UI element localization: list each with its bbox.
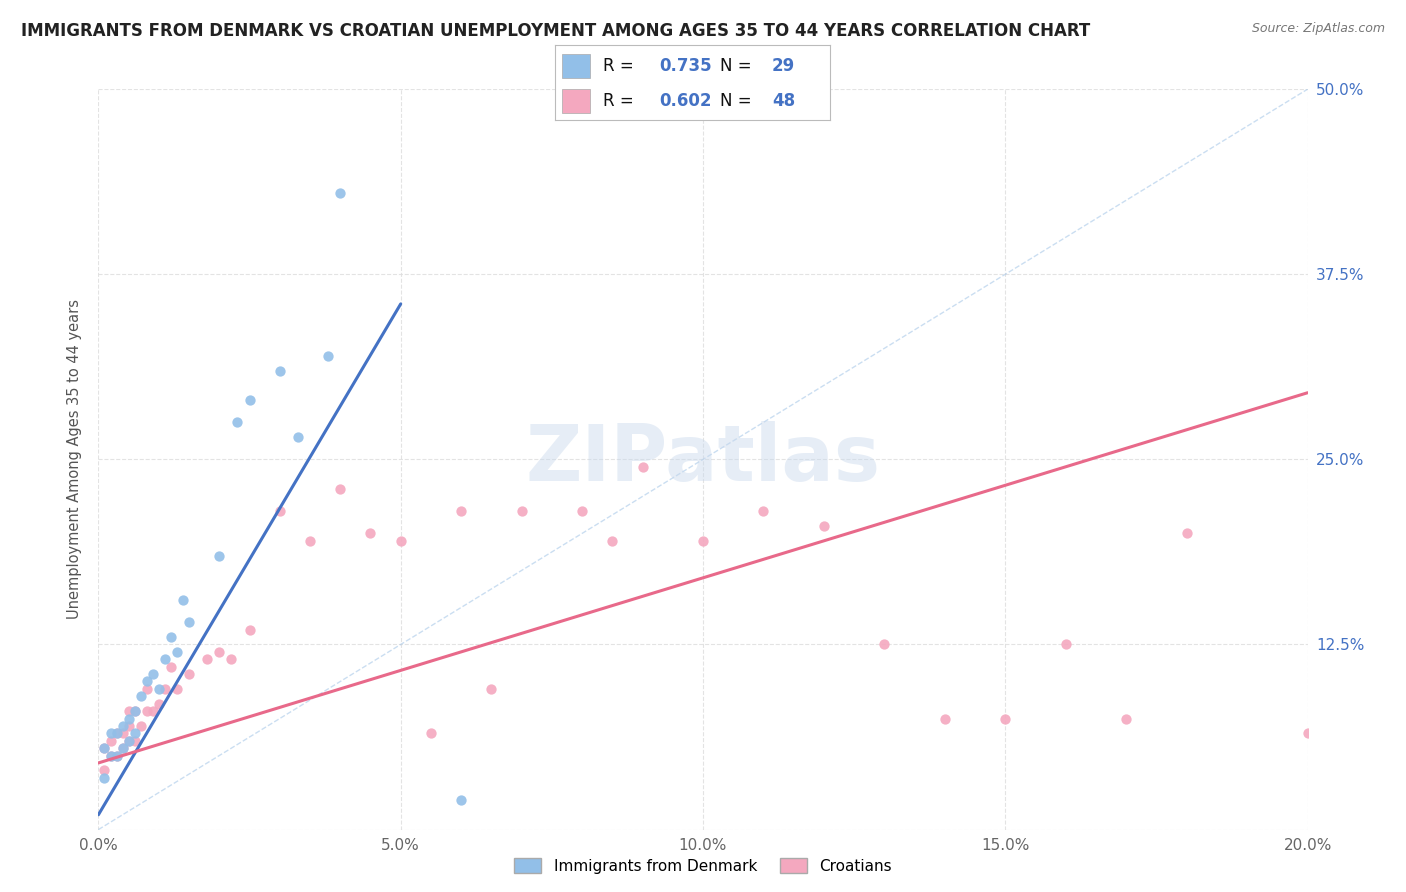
Point (124, 704, 146, 718)
Point (118, 712, 141, 726)
Point (360, 526, 382, 541)
Point (873, 637, 896, 651)
Point (153, 681, 176, 696)
Point (166, 645, 188, 659)
Point (148, 681, 170, 696)
Point (1175, 526, 1198, 541)
Text: N =: N = (720, 57, 756, 75)
Point (160, 630, 183, 644)
Point (934, 712, 956, 726)
Point (510, 504, 533, 518)
Point (481, 681, 503, 696)
Point (389, 533, 412, 548)
Point (100, 733, 122, 747)
Point (111, 741, 134, 756)
Point (1054, 637, 1077, 651)
Point (135, 674, 157, 689)
Point (179, 667, 201, 681)
Point (142, 704, 165, 718)
Point (571, 504, 593, 518)
Point (100, 748, 122, 763)
Point (93, 771, 115, 785)
Point (450, 793, 472, 807)
Point (329, 186, 352, 200)
Point (100, 726, 122, 740)
Text: 0.602: 0.602 (659, 92, 711, 110)
Point (105, 748, 128, 763)
Point (93, 741, 115, 756)
Point (994, 712, 1017, 726)
Point (111, 719, 134, 733)
Point (148, 697, 170, 711)
Bar (562, 54, 589, 78)
Point (142, 667, 165, 681)
Point (153, 652, 176, 666)
Point (160, 659, 183, 673)
Point (124, 726, 146, 740)
Point (100, 748, 122, 763)
Point (111, 726, 134, 740)
Point (631, 459, 654, 474)
Point (269, 504, 291, 518)
Text: IMMIGRANTS FROM DENMARK VS CROATIAN UNEMPLOYMENT AMONG AGES 35 TO 44 YEARS CORRE: IMMIGRANTS FROM DENMARK VS CROATIAN UNEM… (21, 22, 1090, 40)
Point (118, 704, 141, 718)
Point (692, 533, 714, 548)
Point (329, 482, 352, 496)
Point (111, 741, 134, 756)
Point (752, 504, 775, 518)
Bar (562, 88, 589, 112)
Text: Source: ZipAtlas.com: Source: ZipAtlas.com (1251, 22, 1385, 36)
Point (1296, 726, 1319, 740)
Point (105, 726, 128, 740)
Point (1115, 712, 1137, 726)
Point (316, 349, 339, 363)
Text: R =: R = (603, 57, 640, 75)
Point (813, 519, 835, 533)
Legend: Immigrants from Denmark, Croatians: Immigrants from Denmark, Croatians (508, 852, 898, 880)
Point (420, 726, 443, 740)
Point (118, 733, 141, 747)
Text: ZIPatlas: ZIPatlas (526, 421, 880, 498)
Point (135, 681, 157, 696)
Point (287, 430, 309, 444)
Point (105, 748, 128, 763)
Point (135, 704, 157, 718)
Point (166, 681, 188, 696)
Y-axis label: Unemployment Among Ages 35 to 44 years: Unemployment Among Ages 35 to 44 years (67, 300, 83, 619)
Text: N =: N = (720, 92, 756, 110)
Point (602, 533, 624, 548)
Point (93, 764, 115, 778)
Point (208, 645, 231, 659)
Point (124, 733, 146, 747)
Point (195, 652, 218, 666)
Point (124, 704, 146, 718)
Point (118, 733, 141, 747)
Point (269, 363, 291, 377)
Text: 48: 48 (772, 92, 794, 110)
Point (208, 549, 231, 563)
Point (93, 741, 115, 756)
Point (118, 719, 141, 733)
Point (179, 615, 201, 630)
Point (172, 593, 194, 607)
Text: 29: 29 (772, 57, 796, 75)
Text: R =: R = (603, 92, 640, 110)
Point (239, 393, 262, 408)
Point (299, 533, 322, 548)
Point (221, 652, 243, 666)
Point (105, 726, 128, 740)
Text: 0.735: 0.735 (659, 57, 713, 75)
Point (226, 415, 249, 429)
Point (129, 719, 152, 733)
Point (239, 623, 262, 637)
Point (450, 504, 472, 518)
Point (129, 690, 152, 704)
